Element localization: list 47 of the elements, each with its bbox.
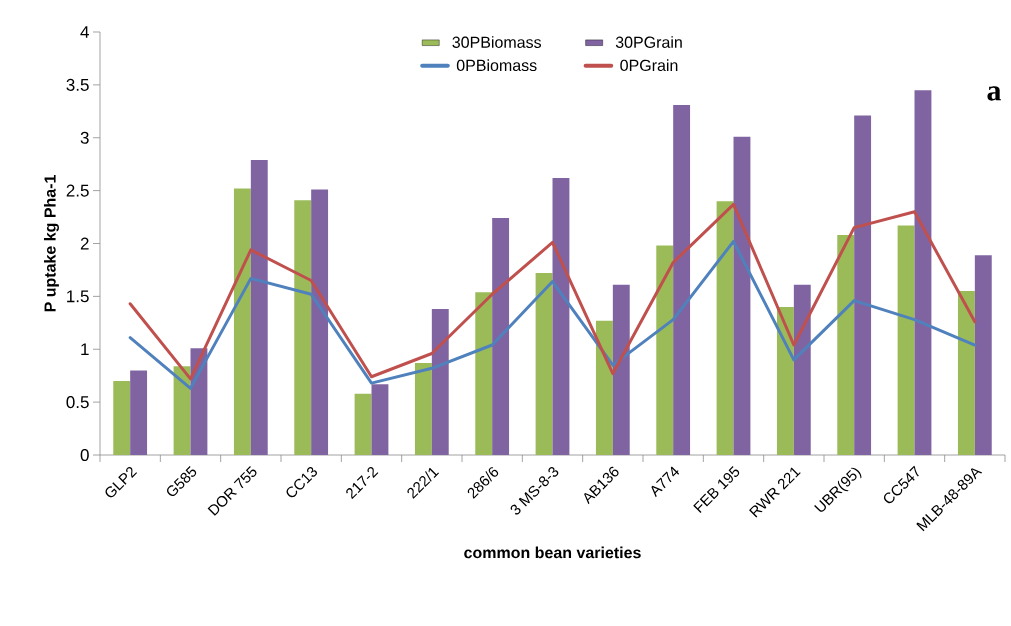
y-tick-label: 4 <box>80 26 89 38</box>
bar <box>793 284 811 455</box>
bar <box>854 115 872 455</box>
line-series <box>128 239 977 390</box>
bar <box>595 320 613 455</box>
bar <box>130 370 148 455</box>
bar <box>294 200 312 455</box>
legend-label: 0PBiomass <box>456 59 537 72</box>
legend-label: 30PGrain <box>615 36 682 48</box>
bar <box>233 188 251 455</box>
bar <box>475 292 493 455</box>
bar <box>414 363 432 455</box>
bar <box>914 90 932 455</box>
y-tick-label: 2.5 <box>66 184 89 197</box>
bar <box>656 245 674 455</box>
bar <box>492 218 510 455</box>
x-tick-label: FEB 195 <box>693 466 740 513</box>
y-tick-label: 1.5 <box>67 290 89 303</box>
line-series <box>128 202 977 381</box>
y-tick-label: 3.5 <box>66 78 89 91</box>
bar <box>354 393 372 455</box>
bar <box>897 225 915 455</box>
bar <box>113 380 131 455</box>
legend-label: 30PBiomass <box>452 36 542 48</box>
legend-label: 0PGrain <box>620 59 678 72</box>
bar <box>716 201 734 455</box>
bar <box>837 235 855 455</box>
bar <box>535 273 553 455</box>
y-tick-label: 0 <box>80 448 89 462</box>
bar <box>552 177 570 455</box>
bar <box>612 284 630 455</box>
bar <box>673 104 691 455</box>
y-tick-label: 0.5 <box>66 396 89 409</box>
bar <box>371 384 389 455</box>
bar <box>431 309 449 455</box>
y-tick-label: 1 <box>81 343 89 356</box>
bar <box>974 255 992 455</box>
x-axis-title: common bean varieties <box>464 546 641 559</box>
bar <box>733 136 751 455</box>
bar <box>311 189 329 455</box>
y-tick-label: 3 <box>80 131 89 144</box>
y-axis-title: P uptake kg Pha-1 <box>43 175 59 312</box>
bar <box>250 159 268 455</box>
annotation: a <box>987 86 1002 101</box>
bar <box>957 291 975 455</box>
bar <box>173 366 191 455</box>
y-tick-label: 2 <box>80 237 89 250</box>
